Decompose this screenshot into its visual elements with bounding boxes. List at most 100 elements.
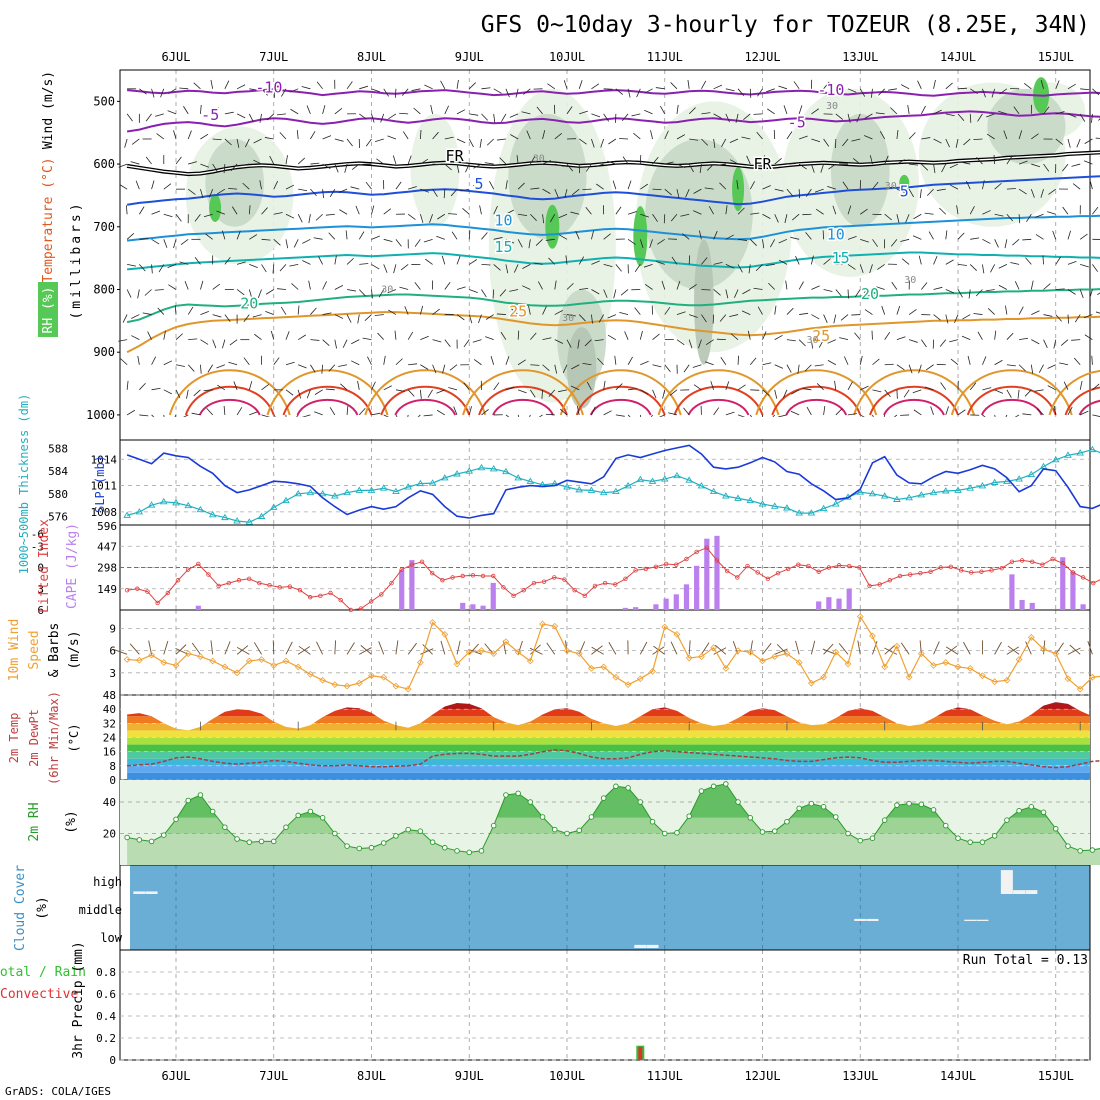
dewpoint-line	[127, 749, 1100, 769]
wind-barb	[120, 358, 128, 366]
li-marker	[185, 567, 191, 572]
wind-barb	[591, 314, 593, 324]
wind-barb	[676, 280, 681, 290]
wind-barb	[884, 186, 894, 190]
wind-barb	[774, 389, 778, 399]
wind-barb	[884, 155, 889, 165]
wind-barb	[652, 333, 660, 340]
wind-barb	[774, 157, 782, 165]
wind-barb	[285, 239, 289, 249]
wind-barb	[424, 84, 433, 90]
wind-barb-10m	[359, 647, 372, 655]
li-marker	[846, 563, 852, 569]
temp-axis-label: (°C)	[67, 724, 81, 753]
wind-barb-10m	[608, 641, 617, 655]
wind-barb	[878, 88, 885, 96]
wind-barb	[1074, 314, 1081, 323]
wind-barb	[1018, 160, 1028, 165]
thickness-marker	[978, 482, 987, 489]
wind-barb	[545, 413, 555, 416]
wind-speed-marker	[539, 620, 546, 628]
wind-barb	[139, 88, 147, 95]
wind-barb	[652, 364, 662, 368]
rh-marker	[344, 843, 350, 849]
temp-axis-label: (6hr Min/Max)	[47, 691, 61, 785]
wind-barb	[322, 135, 332, 140]
wind-barb	[484, 162, 494, 165]
wind-barb	[212, 106, 219, 115]
wind-barb	[322, 189, 324, 199]
wind-barb	[1006, 364, 1016, 367]
li-marker	[287, 584, 293, 589]
li-marker	[989, 568, 994, 573]
rh-marker	[820, 804, 827, 810]
wind-barb	[493, 264, 501, 271]
wind-barb	[285, 184, 295, 190]
wind-barb	[293, 239, 299, 248]
wind-barb	[257, 289, 262, 299]
wind-barb	[285, 361, 295, 366]
wind-barb	[811, 314, 820, 320]
wind-barb	[469, 113, 479, 116]
rh-marker	[784, 818, 790, 825]
thickness-marker	[648, 477, 657, 484]
wind-speed-marker	[380, 673, 388, 681]
li-marker	[633, 568, 638, 573]
day-label-bottom: 15JUL	[1038, 1069, 1074, 1083]
wind-barb	[1083, 314, 1093, 319]
li-marker	[938, 565, 943, 570]
wind-barb	[921, 339, 927, 348]
isotherm-dome	[364, 369, 487, 416]
wind-barb	[371, 381, 376, 391]
wind-barb	[315, 213, 323, 221]
wind-speed-marker	[734, 647, 742, 655]
wind-barb	[194, 213, 201, 222]
li-marker	[724, 568, 730, 574]
wind-speed-marker	[221, 663, 229, 671]
wind-barb	[847, 236, 857, 240]
wind-barb	[1067, 113, 1077, 118]
wind-barb	[1018, 188, 1027, 195]
wind-barb	[664, 306, 671, 315]
thickness-marker	[514, 474, 522, 481]
wind-barb	[933, 314, 941, 321]
wind-barb	[212, 283, 221, 290]
wind-speed-marker	[795, 659, 803, 666]
temp-band	[127, 702, 1090, 710]
wind-barb	[896, 188, 906, 194]
wind-barb	[489, 181, 495, 190]
rh-high-patch	[209, 193, 222, 222]
isotherm-dome	[380, 385, 471, 416]
wind-barb	[1091, 113, 1093, 123]
wind-barb	[310, 339, 320, 341]
wind-barb	[1089, 289, 1093, 299]
wind-barb	[209, 189, 214, 198]
wind-barb	[314, 411, 323, 416]
cape-tick-label: 298	[97, 562, 117, 575]
wind-speed-marker	[856, 613, 864, 621]
wind-barb	[184, 280, 189, 290]
wind-barb-10m	[297, 646, 311, 655]
wind-barb	[901, 258, 910, 265]
wind-barb	[233, 381, 238, 390]
wind-barb	[429, 214, 433, 223]
cape-bar	[480, 605, 486, 610]
wind-speed-marker	[905, 673, 913, 681]
li-marker	[836, 563, 842, 568]
isotherm-freezing-inner	[126, 151, 1100, 175]
day-label-top: 11JUL	[647, 50, 683, 64]
wind-barb	[614, 355, 617, 365]
wind-barb	[388, 309, 397, 315]
wind-speed-marker	[575, 650, 583, 658]
rh-marker	[588, 814, 595, 820]
wind-barb	[680, 213, 690, 217]
isotherm-label: 20	[861, 285, 879, 303]
wind-barb	[297, 214, 303, 223]
wind-barb	[135, 180, 140, 190]
wind-barb	[828, 163, 837, 170]
wind-barb	[359, 113, 367, 120]
wind-barb	[716, 163, 726, 166]
wind-barb	[456, 79, 459, 89]
wind-barb	[640, 389, 649, 395]
wind-barb	[664, 161, 674, 165]
